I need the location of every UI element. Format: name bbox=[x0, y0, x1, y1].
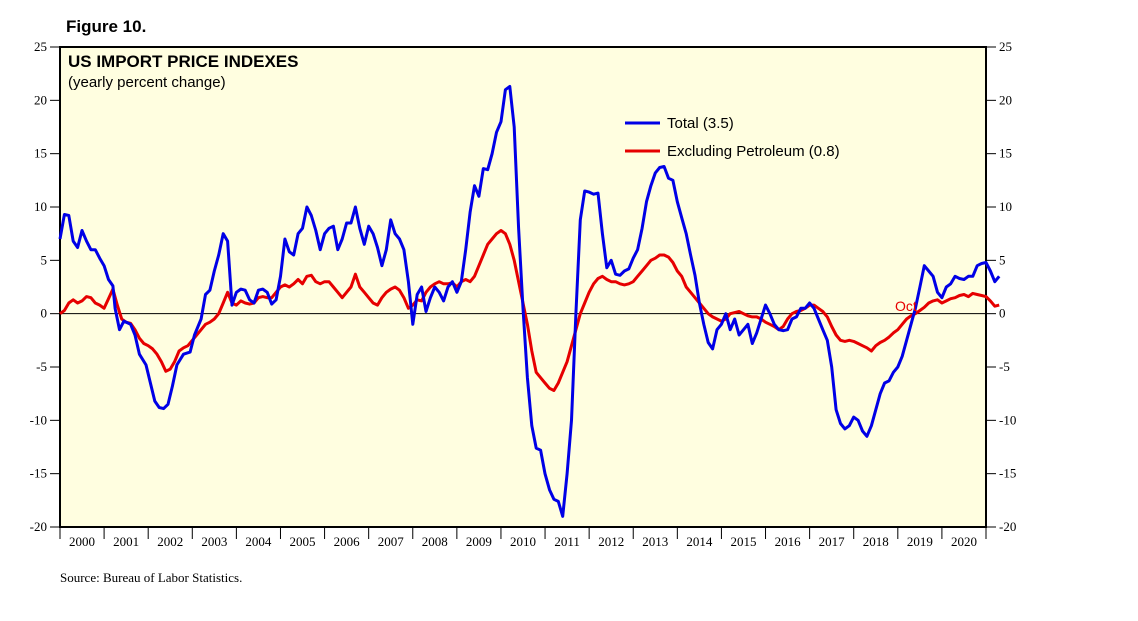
left-y-tick-label: 15 bbox=[34, 146, 47, 161]
right-y-tick-label: -10 bbox=[999, 412, 1016, 427]
x-tick-label: 2000 bbox=[69, 534, 95, 549]
x-axis: 2000 2001 2002 2003 2004 2005 2006 2007 2008 2009… bbox=[59, 527, 987, 549]
x-tick-label: 2010 bbox=[510, 534, 536, 549]
left-y-axis: -20 -15 -10 -5 0 5 10 15 20 25 bbox=[30, 39, 60, 534]
x-tick-label: 2020 bbox=[951, 534, 977, 549]
x-tick-label: 2014 bbox=[686, 534, 713, 549]
left-y-tick-label: -20 bbox=[30, 519, 47, 534]
right-y-tick-label: 15 bbox=[999, 146, 1012, 161]
x-tick-label: 2013 bbox=[642, 534, 668, 549]
x-tick-label: 2004 bbox=[245, 534, 272, 549]
left-y-tick-label: 0 bbox=[41, 306, 48, 321]
x-tick-label: 2005 bbox=[290, 534, 316, 549]
x-tick-label: 2016 bbox=[775, 534, 802, 549]
x-tick-label: 2007 bbox=[378, 534, 405, 549]
x-tick-label: 2018 bbox=[863, 534, 889, 549]
right-y-tick-label: 20 bbox=[999, 92, 1012, 107]
left-y-tick-label: 10 bbox=[34, 199, 47, 214]
figure-label: Figure 10. bbox=[66, 17, 146, 36]
left-y-tick-label: 5 bbox=[41, 252, 48, 267]
x-tick-label: 2015 bbox=[730, 534, 756, 549]
right-y-tick-label: -5 bbox=[999, 359, 1010, 374]
x-tick-label: 2009 bbox=[466, 534, 492, 549]
left-y-tick-label: -15 bbox=[30, 466, 47, 481]
right-y-tick-label: -15 bbox=[999, 466, 1016, 481]
right-y-tick-label: -20 bbox=[999, 519, 1016, 534]
x-tick-label: 2019 bbox=[907, 534, 933, 549]
x-tick-label: 2001 bbox=[113, 534, 139, 549]
x-tick-label: 2006 bbox=[334, 534, 361, 549]
right-y-tick-label: 5 bbox=[999, 252, 1006, 267]
right-y-tick-label: 0 bbox=[999, 306, 1006, 321]
series-line-ex-petroleum bbox=[59, 229, 1000, 392]
left-y-tick-label: 25 bbox=[34, 39, 47, 54]
left-y-tick-label: -5 bbox=[36, 359, 47, 374]
x-tick-label: 2017 bbox=[819, 534, 846, 549]
legend-label-ex-petroleum: Excluding Petroleum (0.8) bbox=[667, 143, 840, 160]
source-note: Source: Bureau of Labor Statistics. bbox=[60, 570, 242, 585]
series-line-total bbox=[58, 85, 1001, 518]
chart-title: US IMPORT PRICE INDEXES bbox=[68, 52, 298, 71]
x-tick-label: 2002 bbox=[157, 534, 183, 549]
x-tick-label: 2011 bbox=[554, 534, 580, 549]
series-layer bbox=[58, 85, 1001, 518]
end-annotation-oct: Oct bbox=[895, 298, 917, 314]
right-y-tick-label: 10 bbox=[999, 199, 1012, 214]
left-y-tick-label: 20 bbox=[34, 92, 47, 107]
left-y-tick-label: -10 bbox=[30, 412, 47, 427]
x-tick-label: 2008 bbox=[422, 534, 448, 549]
right-y-tick-label: 25 bbox=[999, 39, 1012, 54]
legend: Total (3.5) Excluding Petroleum (0.8) bbox=[625, 115, 840, 160]
right-y-axis: -20 -15 -10 -5 0 5 10 15 20 25 bbox=[986, 39, 1016, 534]
chart-subtitle: (yearly percent change) bbox=[68, 74, 226, 91]
legend-label-total: Total (3.5) bbox=[667, 115, 734, 132]
x-tick-label: 2003 bbox=[201, 534, 227, 549]
x-tick-label: 2012 bbox=[598, 534, 624, 549]
